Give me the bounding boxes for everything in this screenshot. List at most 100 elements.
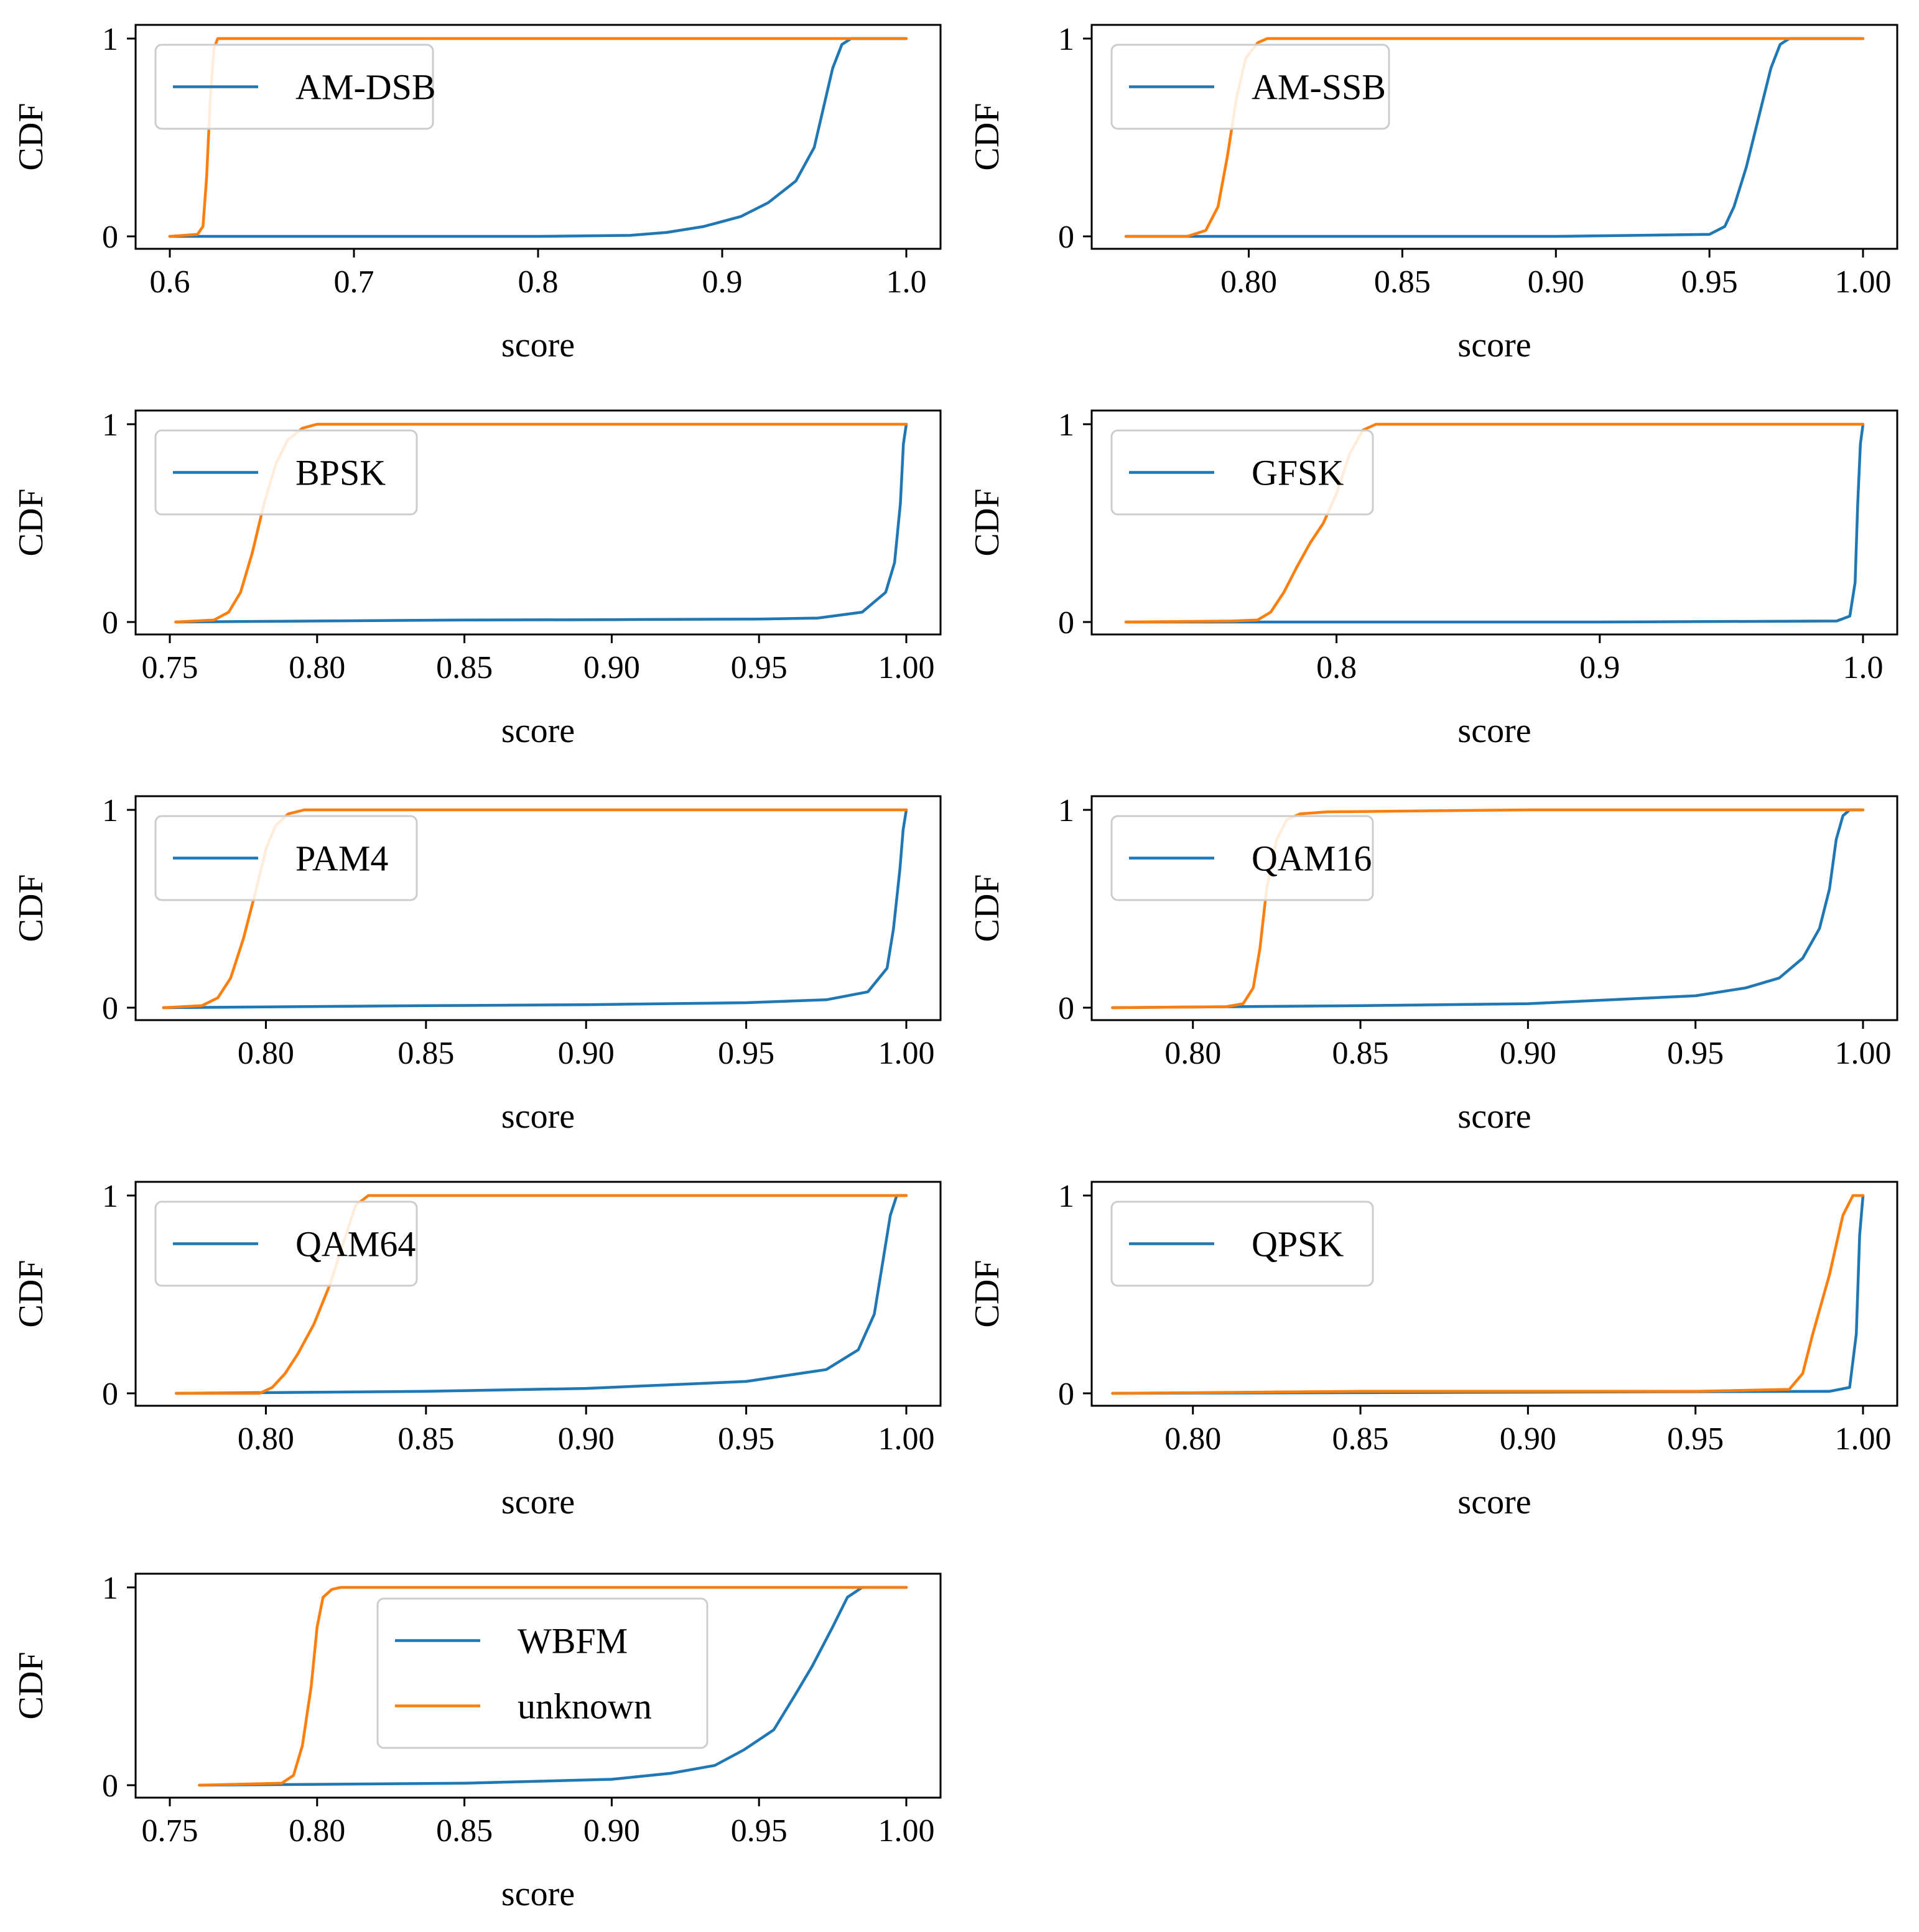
x-tick-label: 0.85 bbox=[1332, 1421, 1389, 1457]
y-tick-label: 0 bbox=[102, 991, 118, 1026]
x-tick-label: 1.00 bbox=[1835, 1036, 1892, 1071]
y-tick-label: 0 bbox=[1058, 605, 1074, 641]
x-tick-label: 0.80 bbox=[289, 650, 345, 685]
x-axis-label: score bbox=[1457, 326, 1531, 365]
y-tick-label: 0 bbox=[102, 1768, 118, 1804]
x-tick-label: 0.95 bbox=[1667, 1421, 1724, 1457]
x-tick-label: 0.90 bbox=[583, 1813, 640, 1849]
x-tick-label: 1.00 bbox=[878, 1036, 935, 1071]
legend-box bbox=[376, 1597, 709, 1749]
y-axis-label: CDF bbox=[968, 1260, 1006, 1328]
y-tick-label: 1 bbox=[102, 407, 118, 443]
x-axis-label: score bbox=[501, 1097, 575, 1136]
y-tick-label: 0 bbox=[1058, 1377, 1074, 1412]
x-tick-label: 0.95 bbox=[718, 1036, 774, 1071]
x-tick-label: 1.00 bbox=[878, 650, 935, 685]
legend-label: AM-SSB bbox=[1252, 67, 1386, 108]
axes-frame bbox=[134, 1572, 942, 1799]
x-axis-label: score bbox=[501, 1483, 575, 1521]
x-tick-label: 0.90 bbox=[1500, 1036, 1556, 1071]
chart-panel-3: 0.75 0.80 0.85 0.90 0.95 1.00 0 1 score CDF BPSK bbox=[12, 407, 942, 750]
legend: GFSK bbox=[1110, 429, 1374, 516]
x-tick-label: 1.0 bbox=[886, 264, 927, 300]
y-tick-label: 0 bbox=[1058, 220, 1074, 255]
legend-label: WBFM bbox=[518, 1621, 628, 1661]
x-tick-label: 1.00 bbox=[1835, 1421, 1892, 1457]
y-tick-label: 0 bbox=[102, 605, 118, 641]
series-line-orange bbox=[175, 1194, 908, 1395]
chart-panel-7: 0.80 0.85 0.90 0.95 1.00 0 1 score CDF QAM64 bbox=[12, 1179, 942, 1521]
x-axis-label: score bbox=[1457, 1483, 1531, 1521]
x-tick-label: 0.80 bbox=[1220, 264, 1277, 300]
y-axis-label: CDF bbox=[12, 489, 50, 557]
legend-label: AM-DSB bbox=[295, 67, 436, 108]
legend: WBFM unknown bbox=[376, 1597, 709, 1749]
x-tick-label: 1.00 bbox=[878, 1421, 935, 1457]
series-line-orange bbox=[198, 1586, 908, 1787]
x-tick-label: 0.90 bbox=[1500, 1421, 1556, 1457]
legend-label: PAM4 bbox=[295, 838, 388, 879]
series-line-blue bbox=[175, 1194, 908, 1395]
x-tick-label: 1.0 bbox=[1843, 650, 1884, 685]
x-tick-label: 0.9 bbox=[702, 264, 743, 300]
x-tick-label: 0.85 bbox=[397, 1036, 454, 1071]
x-tick-label: 0.9 bbox=[1579, 650, 1620, 685]
x-axis-label: score bbox=[1457, 1097, 1531, 1136]
series-line-blue bbox=[1124, 37, 1865, 238]
chart-panel-9: 0.75 0.80 0.85 0.90 0.95 1.00 0 1 score CDF WBFM un… bbox=[12, 1571, 942, 1913]
y-axis-label: CDF bbox=[968, 103, 1006, 171]
series-line-orange bbox=[1124, 422, 1865, 624]
x-tick-label: 0.80 bbox=[1164, 1036, 1221, 1071]
series-line-blue bbox=[168, 37, 908, 238]
legend-label: QPSK bbox=[1252, 1224, 1344, 1265]
legend-label: unknown bbox=[518, 1686, 652, 1727]
chart-panel-1: 0.6 0.7 0.8 0.9 1.0 0 1 score CDF AM-DSB bbox=[12, 22, 942, 365]
chart-panel-6: 0.80 0.85 0.90 0.95 1.00 0 1 score CDF QAM16 bbox=[968, 793, 1898, 1136]
y-axis-label: CDF bbox=[12, 103, 50, 171]
legend-label: QAM16 bbox=[1252, 838, 1372, 879]
legend-box bbox=[154, 429, 418, 516]
x-tick-label: 0.95 bbox=[731, 650, 788, 685]
axes-frame bbox=[1090, 409, 1898, 636]
x-tick-label: 0.95 bbox=[1667, 1036, 1724, 1071]
x-tick-label: 0.90 bbox=[1528, 264, 1584, 300]
y-tick-label: 1 bbox=[1058, 22, 1074, 57]
x-tick-label: 0.85 bbox=[1374, 264, 1431, 300]
x-tick-label: 0.95 bbox=[718, 1421, 774, 1457]
chart-panel-4: 0.8 0.9 1.0 0 1 score CDF GFSK bbox=[968, 407, 1898, 750]
x-tick-label: 0.75 bbox=[142, 1813, 198, 1849]
axes-frame bbox=[134, 409, 942, 636]
y-tick-label: 1 bbox=[1058, 407, 1074, 443]
y-tick-label: 1 bbox=[1058, 1179, 1074, 1214]
x-tick-label: 0.80 bbox=[238, 1036, 294, 1071]
y-axis-label: CDF bbox=[968, 489, 1006, 557]
x-tick-label: 0.75 bbox=[142, 650, 198, 685]
axes-frame bbox=[134, 1181, 942, 1407]
chart-panel-2: 0.80 0.85 0.90 0.95 1.00 0 1 score CDF AM-SSB bbox=[968, 22, 1898, 365]
x-tick-label: 0.85 bbox=[397, 1421, 454, 1457]
legend: PAM4 bbox=[154, 815, 418, 901]
y-axis-label: CDF bbox=[12, 875, 50, 942]
legend: QAM64 bbox=[154, 1201, 418, 1287]
series-line-blue bbox=[198, 1586, 908, 1787]
x-tick-label: 0.80 bbox=[1164, 1421, 1221, 1457]
axes-frame bbox=[1090, 24, 1898, 250]
series-line-blue bbox=[162, 808, 908, 1010]
x-tick-label: 0.90 bbox=[583, 650, 640, 685]
y-axis-label: CDF bbox=[12, 1260, 50, 1328]
chart-panel-5: 0.80 0.85 0.90 0.95 1.00 0 1 score CDF PAM4 bbox=[12, 793, 942, 1136]
x-tick-label: 0.85 bbox=[436, 1813, 493, 1849]
axes-frame bbox=[134, 795, 942, 1021]
x-tick-label: 0.8 bbox=[1316, 650, 1357, 685]
y-tick-label: 1 bbox=[102, 22, 118, 57]
x-tick-label: 0.8 bbox=[518, 264, 559, 300]
y-tick-label: 1 bbox=[102, 1179, 118, 1214]
series-line-blue bbox=[174, 422, 908, 624]
x-tick-label: 0.85 bbox=[436, 650, 493, 685]
y-tick-label: 0 bbox=[102, 220, 118, 255]
legend: QAM16 bbox=[1110, 815, 1374, 901]
legend-box bbox=[1110, 1201, 1374, 1287]
x-tick-label: 0.90 bbox=[558, 1036, 615, 1071]
legend-label: QAM64 bbox=[295, 1224, 416, 1265]
series-line-blue bbox=[1111, 808, 1865, 1010]
